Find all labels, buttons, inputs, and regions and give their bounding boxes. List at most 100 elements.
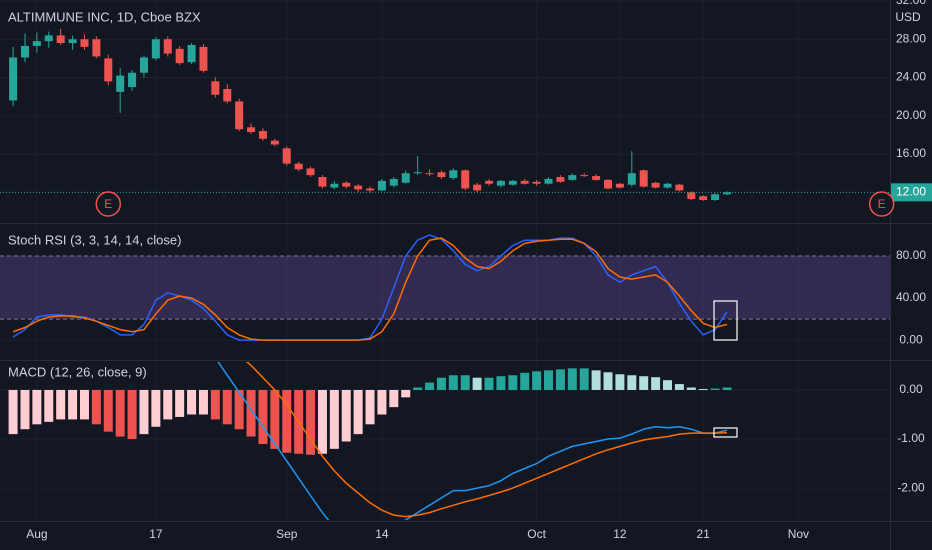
histogram-bar <box>210 389 220 420</box>
y-tick-label: 32.00 <box>896 0 926 7</box>
histogram-bar <box>710 388 720 390</box>
candle-body <box>80 39 89 47</box>
candle-body <box>175 48 184 64</box>
candle-body <box>722 192 731 195</box>
candle-body <box>711 194 720 200</box>
histogram-bar <box>246 389 256 437</box>
candle-body <box>556 177 565 182</box>
candle-body <box>615 183 624 188</box>
event-marker <box>95 191 122 217</box>
candle-body <box>687 192 696 200</box>
candle-body <box>377 180 386 191</box>
candle-body <box>663 183 672 188</box>
histogram-bar <box>56 389 66 420</box>
histogram-bar <box>365 389 375 425</box>
candle-body <box>485 180 494 184</box>
candle-body <box>187 44 196 63</box>
candle-body <box>580 175 589 177</box>
x-tick-label: Sep <box>276 527 298 541</box>
histogram-bar <box>163 389 173 420</box>
axes: 32.00 28.00 24.00 20.00 16.00 12.00 E E 80.00 40.… <box>26 0 932 541</box>
candle-body <box>675 184 684 191</box>
histogram-bar <box>686 387 696 390</box>
candle-body <box>235 101 244 130</box>
candle-body <box>413 172 422 174</box>
candle-body <box>20 45 29 58</box>
candle-body <box>294 163 303 170</box>
indicator-title: Stoch RSI (3, 3, 14, 14, close) <box>8 232 181 247</box>
candle-body <box>461 170 470 189</box>
histogram-bar <box>377 389 387 415</box>
histogram-bar <box>496 376 506 390</box>
candle-body <box>473 184 482 191</box>
candle-body <box>199 46 208 71</box>
candle-body <box>366 188 375 191</box>
event-label: E <box>104 197 112 211</box>
candle-body <box>699 196 708 200</box>
histogram-bar <box>639 376 649 390</box>
histogram-bar <box>448 375 458 390</box>
histogram-bar <box>460 375 470 390</box>
histogram-bar <box>401 389 411 398</box>
histogram-bar <box>44 389 54 422</box>
x-tick-label: 17 <box>149 527 163 541</box>
candle-body <box>437 172 446 178</box>
last-price-badge <box>891 183 932 202</box>
histogram-bar <box>8 389 18 435</box>
y-tick-label: 40.00 <box>896 290 926 304</box>
histogram-bar <box>389 389 399 408</box>
x-tick-label: 12 <box>613 527 627 541</box>
histogram-bar <box>234 389 244 430</box>
x-tick-label: Oct <box>527 527 546 541</box>
histogram-bar <box>127 389 137 440</box>
histogram-bar <box>175 389 185 417</box>
candle-body <box>651 182 660 188</box>
last-price-label: 12.00 <box>896 185 926 199</box>
candle-body <box>449 170 458 178</box>
y-tick-label: 16.00 <box>896 146 926 160</box>
histogram-bar <box>567 368 577 390</box>
candle-body <box>496 180 505 186</box>
histogram-bar <box>436 377 446 390</box>
y-tick-label: 80.00 <box>896 248 926 262</box>
histogram-bar <box>508 375 518 390</box>
y-tick-label: 20.00 <box>896 108 926 122</box>
y-tick-label: 24.00 <box>896 70 926 84</box>
highlight-box <box>713 300 738 341</box>
candle-body <box>306 168 315 176</box>
candle-body <box>639 170 648 187</box>
candle-body <box>354 185 363 190</box>
candle-body <box>223 88 232 102</box>
candle-body <box>163 39 172 54</box>
series-line <box>12 234 728 341</box>
candle-body <box>92 39 101 57</box>
histogram-bar <box>198 389 208 415</box>
event-marker <box>868 191 895 217</box>
series-line <box>217 362 728 520</box>
candle-body <box>389 178 398 186</box>
band <box>0 256 890 320</box>
histogram-bar <box>555 369 565 390</box>
candle-body <box>342 182 351 187</box>
histogram-bar <box>615 374 625 390</box>
macd-pane <box>8 362 732 520</box>
candle-body <box>258 131 267 139</box>
histogram-bar <box>187 389 197 415</box>
series-line <box>245 362 728 518</box>
histogram-bar <box>341 389 351 442</box>
x-tick-label: 21 <box>697 527 711 541</box>
histogram-bar <box>579 368 589 390</box>
histogram-bar <box>722 387 732 390</box>
histogram-bar <box>115 389 125 437</box>
candle-body <box>508 180 517 185</box>
candle-body <box>128 72 137 88</box>
candle-body <box>68 39 77 44</box>
y-tick-label: 0.00 <box>899 382 923 396</box>
candle-body <box>568 175 577 180</box>
histogram-bar <box>317 389 327 454</box>
x-tick-label: 14 <box>375 527 389 541</box>
histogram-bar <box>282 389 292 453</box>
chart-title: ALTIMMUNE INC, 1D, Cboe BZX <box>8 9 201 24</box>
histogram-bar <box>68 389 78 420</box>
